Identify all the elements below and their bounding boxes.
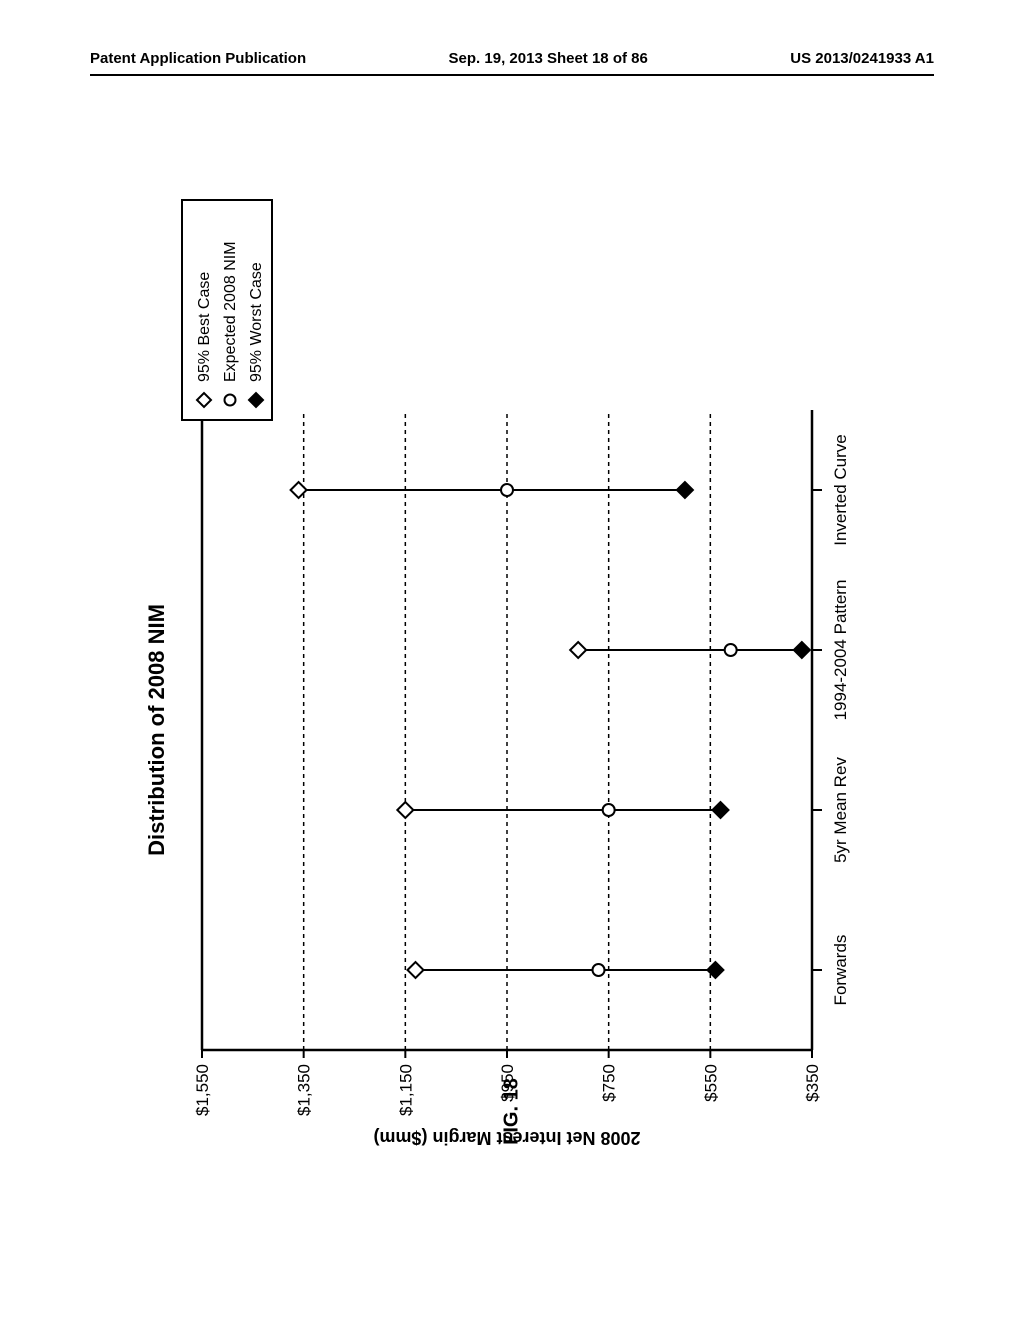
svg-text:$750: $750 [600,1064,619,1102]
figure-wrapper: Distribution of 2008 NIM2008 Net Interes… [90,120,934,1220]
header-right: US 2013/0241933 A1 [790,50,934,67]
svg-text:$1,150: $1,150 [396,1064,415,1116]
svg-text:Distribution of 2008 NIM: Distribution of 2008 NIM [144,604,169,856]
svg-text:1994-2004 Pattern: 1994-2004 Pattern [831,580,850,721]
svg-text:95% Worst Case: 95% Worst Case [248,262,265,382]
svg-text:Forwards: Forwards [831,935,850,1006]
svg-text:Inverted Curve: Inverted Curve [831,434,850,546]
svg-text:$1,350: $1,350 [295,1064,314,1116]
svg-text:$550: $550 [701,1064,720,1102]
svg-text:Expected 2008 NIM: Expected 2008 NIM [222,241,239,382]
header-left: Patent Application Publication [90,50,306,67]
header-divider [90,74,934,76]
svg-text:$1,550: $1,550 [193,1064,212,1116]
svg-text:$350: $350 [803,1064,822,1102]
header-center: Sep. 19, 2013 Sheet 18 of 86 [449,50,648,67]
figure-label: FIG. 18 [501,1078,524,1145]
svg-text:5yr Mean Rev: 5yr Mean Rev [831,757,850,863]
distribution-chart: Distribution of 2008 NIM2008 Net Interes… [132,180,892,1160]
svg-text:95% Best Case: 95% Best Case [196,272,213,382]
